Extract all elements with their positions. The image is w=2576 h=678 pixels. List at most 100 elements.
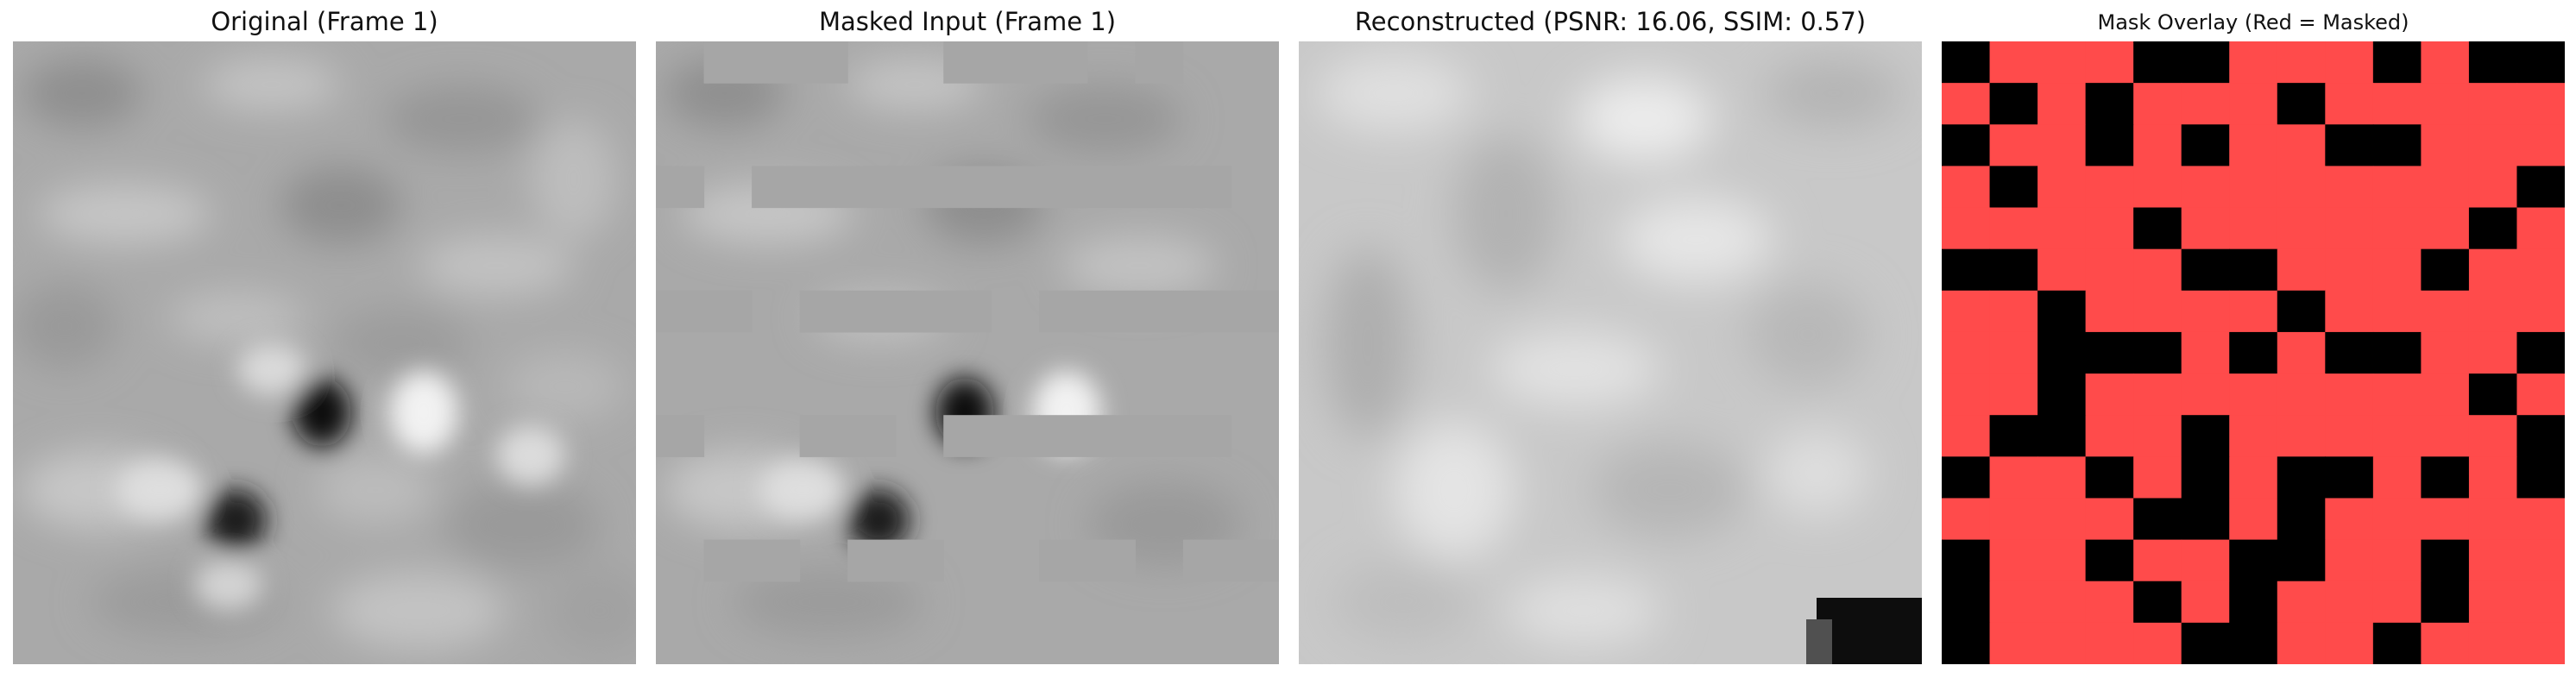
masked-cell	[1942, 374, 1991, 416]
masked-cell	[1942, 290, 1991, 333]
unmasked-cell	[2468, 41, 2518, 84]
unmasked-cell	[2516, 41, 2565, 84]
unmasked-cell	[1942, 124, 1991, 166]
masked-cell	[2516, 124, 2565, 166]
unmasked-cell	[2468, 207, 2518, 250]
masked-block	[1086, 166, 1136, 209]
masked-cell	[2037, 166, 2087, 209]
masked-cell	[2037, 83, 2087, 125]
mask-overlay-title: Mask Overlay (Red = Masked)	[2097, 10, 2409, 35]
masked-blocks	[656, 41, 1279, 582]
masked-cell	[2468, 83, 2518, 125]
masked-cell	[2277, 207, 2326, 250]
masked-cell	[2325, 290, 2374, 333]
masked-cell	[2325, 622, 2374, 664]
unmasked-cell	[2181, 248, 2230, 292]
unmasked-cell	[2325, 456, 2374, 499]
masked-cell	[2277, 124, 2326, 166]
unmasked-cell	[2133, 581, 2182, 624]
masked-block	[1182, 166, 1232, 209]
masked-block	[1086, 290, 1136, 333]
masked-cell	[2421, 374, 2470, 416]
masked-cell	[2372, 248, 2422, 292]
unmasked-cell	[2181, 456, 2230, 499]
masked-cell	[2277, 248, 2326, 292]
masked-cell	[2133, 374, 2182, 416]
masked-cell	[2421, 83, 2470, 125]
unmasked-cell	[2085, 124, 2134, 166]
masked-cell	[1942, 83, 1991, 125]
unmasked-cell	[2181, 124, 2230, 166]
masked-cell	[2277, 166, 2326, 209]
masked-cell	[2421, 41, 2470, 84]
masked-block	[1182, 290, 1232, 333]
masked-block	[847, 166, 897, 209]
masked-cell	[2516, 290, 2565, 333]
mask-overlay-image	[1942, 41, 2565, 664]
masked-block	[656, 415, 705, 457]
unmasked-cell	[1942, 248, 1991, 292]
masked-cell	[2133, 83, 2182, 125]
masked-cell	[1989, 456, 2038, 499]
masked-cell	[1989, 581, 2038, 624]
unmasked-cell	[2133, 41, 2182, 84]
masked-cell	[2325, 41, 2374, 84]
masked-block	[895, 539, 944, 582]
masked-cell	[2468, 331, 2518, 374]
unmasked-cell	[2085, 331, 2134, 374]
unmasked-cell	[2325, 331, 2374, 374]
masked-cell	[2181, 581, 2230, 624]
masked-cell	[2277, 622, 2326, 664]
masked-block	[943, 415, 992, 457]
masked-block	[799, 41, 848, 84]
masked-cell	[2372, 498, 2422, 541]
unmasked-cell	[2229, 248, 2278, 292]
masked-block	[752, 539, 801, 582]
unmasked-cell	[2277, 83, 2326, 125]
masked-block	[847, 539, 897, 582]
masked-block	[703, 539, 753, 582]
masked-block	[1135, 290, 1184, 333]
masked-cell	[2133, 539, 2182, 582]
unmasked-cell	[2516, 456, 2565, 499]
unmasked-cell	[2133, 331, 2182, 374]
masked-cell	[1942, 207, 1991, 250]
masked-cell	[2133, 415, 2182, 457]
masked-cell	[2421, 622, 2470, 664]
masked-cell	[1942, 498, 1991, 541]
masked-cell	[2229, 83, 2278, 125]
masked-cell	[1989, 124, 2038, 166]
unmasked-cell	[2372, 331, 2422, 374]
masked-cell	[2229, 498, 2278, 541]
unmasked-cell	[2181, 622, 2230, 664]
unmasked-cell	[1942, 539, 1991, 582]
masked-cell	[2468, 124, 2518, 166]
masked-cell	[2277, 331, 2326, 374]
masked-cell	[2468, 415, 2518, 457]
masked-cell	[2372, 539, 2422, 582]
masked-block	[1182, 539, 1232, 582]
masked-cell	[2181, 331, 2230, 374]
masked-cell	[2181, 290, 2230, 333]
masked-cell	[2277, 374, 2326, 416]
unmasked-cell	[2516, 415, 2565, 457]
masked-cell	[2037, 498, 2087, 541]
masked-cell	[2085, 207, 2134, 250]
masked-cell	[2085, 248, 2134, 292]
masked-cell	[2421, 166, 2470, 209]
masked-cell	[2037, 539, 2087, 582]
masked-cell	[2516, 248, 2565, 292]
unmasked-cell	[2372, 622, 2422, 664]
reconstructed-image	[1299, 41, 1922, 664]
masked-cell	[2468, 248, 2518, 292]
masked-cell	[2468, 622, 2518, 664]
unmasked-cell	[1942, 41, 1991, 84]
unmasked-cell	[2516, 331, 2565, 374]
unmasked-cell	[2468, 374, 2518, 416]
unmasked-cell	[2421, 581, 2470, 624]
masked-cell	[2516, 581, 2565, 624]
unmasked-cell	[1989, 83, 2038, 125]
unmasked-cell	[2037, 331, 2087, 374]
masked-block	[991, 166, 1040, 209]
masked-block	[1086, 415, 1136, 457]
